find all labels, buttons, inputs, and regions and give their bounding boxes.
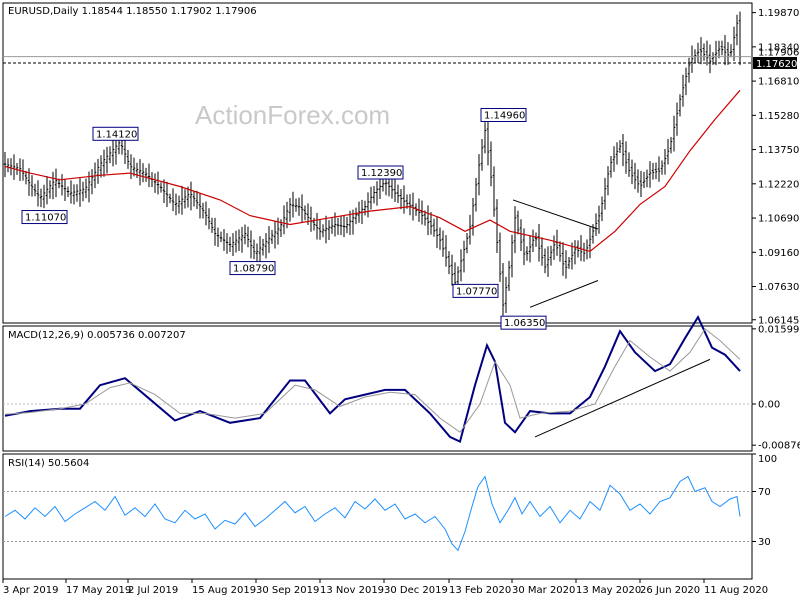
price-tick-label: 1.16810 [758, 77, 799, 88]
price-label-text: 1.06350 [504, 318, 545, 329]
price-label-box [480, 107, 527, 122]
macd-tick-label: 0.00 [758, 400, 780, 411]
price-label-box [229, 261, 276, 276]
rsi-panel-frame [2, 453, 753, 580]
price-label-text: 1.12390 [361, 168, 402, 179]
macd-tick-label: -0.00876 [758, 441, 800, 452]
macd-signal-line [4, 328, 741, 433]
date-tick-label: 13 Feb 2020 [449, 585, 511, 596]
date-tick-label: 15 Aug 2019 [192, 585, 256, 596]
price-trendlines [512, 199, 599, 308]
rsi-layer [3, 475, 752, 552]
price-label-box [92, 126, 139, 141]
macd-tick-label: 0.015991 [758, 324, 800, 335]
price-tick-label: 1.15280 [758, 111, 799, 122]
date-tick-label: 26 Jun 2020 [640, 585, 700, 596]
macd-trendline [534, 358, 711, 438]
rsi-header: RSI(14) 50.5604 [8, 458, 89, 469]
price-tick-label: 1.10690 [758, 214, 799, 225]
date-tick-label: 11 Aug 2020 [704, 585, 768, 596]
price-label-text: 1.08790 [233, 264, 274, 275]
date-tick-label: 30 Mar 2020 [512, 585, 575, 596]
price-panel-frame [2, 2, 753, 324]
moving-average-line [4, 89, 741, 253]
moving-average-layer [4, 89, 741, 253]
macd-header: MACD(12,26,9) 0.005736 0.007207 [8, 330, 186, 341]
price-label-text: 1.14960 [484, 110, 525, 121]
price-annotations: 1.14120 1.11070 1.08790 1.12390 1.14960 1.077… [21, 107, 547, 330]
macd-panel-frame [2, 325, 753, 452]
triangle-trendline [529, 280, 599, 308]
macd-main-line [4, 314, 741, 444]
watermark-text: ActionForex.com [195, 100, 390, 130]
price-label-box [500, 315, 547, 330]
price-tick-label: 1.09160 [758, 248, 799, 259]
reference-price-box [753, 56, 797, 69]
rsi-tick-label: 100 [758, 454, 777, 465]
date-tick-label: 13 Nov 2019 [320, 585, 384, 596]
price-tick-label: 1.07630 [758, 282, 799, 293]
price-header: EURUSD,Daily 1.18544 1.18550 1.17902 1.1… [8, 6, 257, 17]
price-tick-label: 1.12220 [758, 179, 799, 190]
price-tick-label: 1.06145 [758, 315, 799, 326]
macd-layer [3, 314, 752, 444]
price-axis: 1.19870 1.18340 1.16810 1.15280 1.13750 1.122… [3, 8, 799, 326]
date-tick-label: 30 Dec 2019 [384, 585, 448, 596]
price-label-text: 1.14120 [96, 129, 137, 140]
price-label-text: 1.11070 [25, 213, 66, 224]
date-tick-label: 13 May 2020 [576, 585, 641, 596]
price-tick-label: 1.18340 [758, 42, 799, 53]
price-label-box [21, 210, 68, 225]
triangle-trendline [512, 199, 599, 230]
price-tick-label: 1.13750 [758, 145, 799, 156]
price-candles [3, 11, 742, 316]
rsi-tick-label: 70 [758, 487, 771, 498]
rsi-tick-label: 30 [758, 537, 771, 548]
macd-axis: 0.015991 0.00 -0.00876 [752, 324, 800, 452]
price-tick-label: 1.19870 [758, 8, 799, 19]
date-tick-label: 30 Sep 2019 [256, 585, 319, 596]
price-label-text: 1.07770 [456, 286, 497, 297]
rsi-line [4, 475, 741, 552]
price-label-box [452, 283, 499, 298]
rsi-axis: 100 70 30 [752, 453, 777, 548]
date-tick-label: 2 Jul 2019 [128, 585, 178, 596]
date-tick-label: 17 May 2019 [66, 585, 131, 596]
reference-price-label: 1.17620 [756, 59, 797, 70]
price-label-box [357, 165, 404, 180]
current-price-label: 1.17906 [758, 48, 799, 59]
date-tick-label: 3 Apr 2019 [3, 585, 58, 596]
